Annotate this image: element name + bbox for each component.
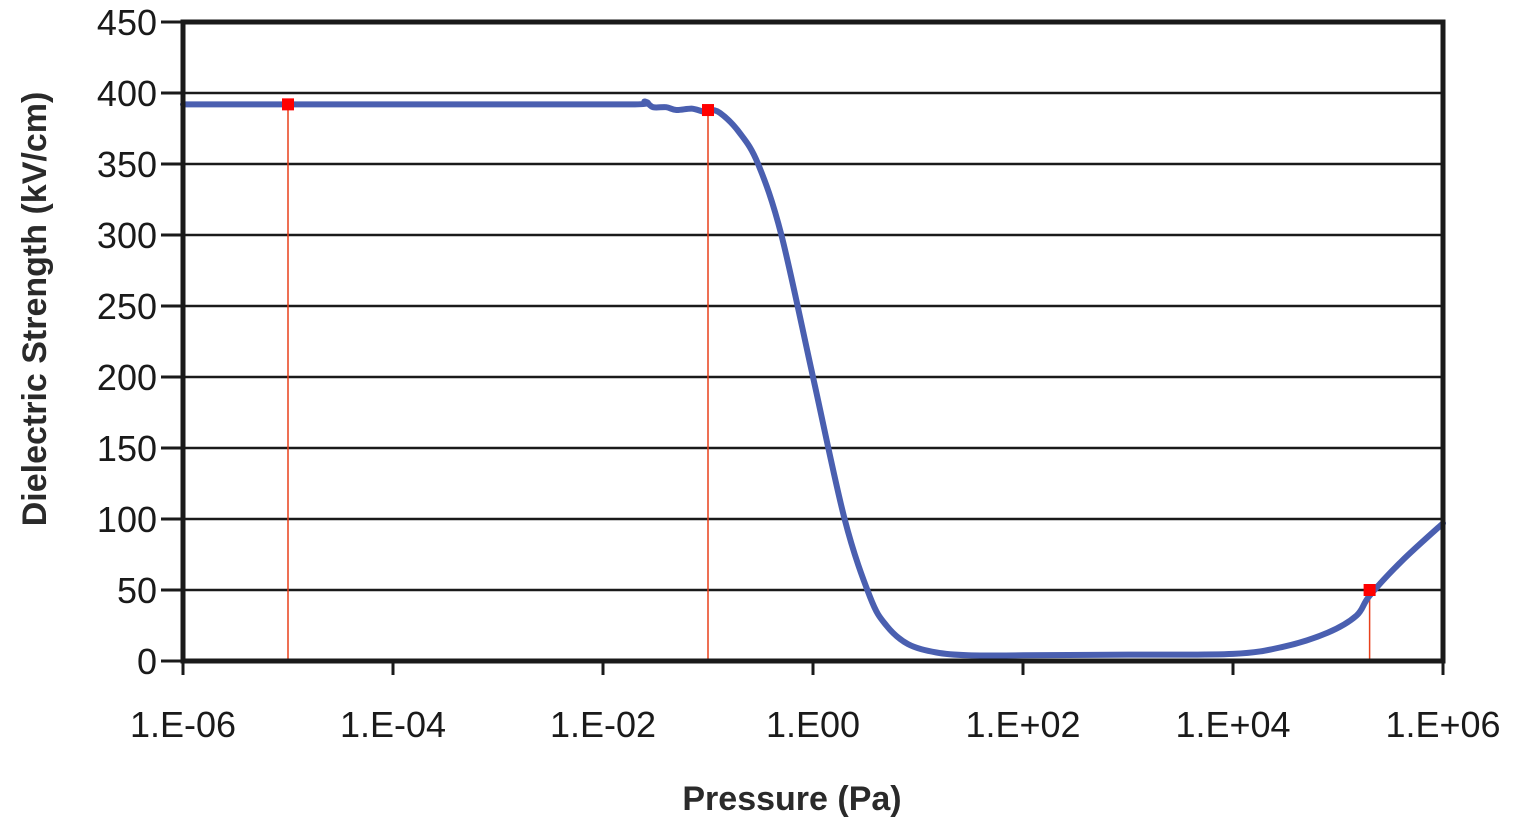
y-tick-label: 300 bbox=[97, 215, 157, 256]
x-tick-label: 1.E-02 bbox=[550, 704, 656, 745]
data-marker bbox=[702, 104, 714, 117]
y-tick-label: 450 bbox=[97, 2, 157, 43]
x-axis-title: Pressure (Pa) bbox=[682, 780, 901, 818]
y-tick-label: 350 bbox=[97, 144, 157, 185]
marker-drop-lines bbox=[287, 104, 1371, 661]
data-marker bbox=[1363, 584, 1376, 596]
y-axis-title: Dielectric Strength (kV/cm) bbox=[16, 92, 54, 527]
plot-border bbox=[180, 19, 1446, 664]
series-line bbox=[180, 98, 1446, 659]
x-tick-label: 1.E-04 bbox=[340, 704, 446, 745]
y-tick-label: 200 bbox=[97, 357, 157, 398]
data-series bbox=[180, 98, 1446, 659]
y-tick-label: 0 bbox=[137, 641, 157, 682]
data-marker bbox=[282, 98, 294, 111]
data-markers bbox=[282, 98, 1376, 596]
x-tick-label: 1.E-06 bbox=[130, 704, 236, 745]
x-tick-label: 1.E+04 bbox=[1175, 704, 1290, 745]
plot-frame bbox=[180, 19, 1446, 664]
grid-lines bbox=[183, 91, 1443, 592]
x-tick-label: 1.E+06 bbox=[1385, 704, 1500, 745]
x-tick-label: 1.E00 bbox=[766, 704, 860, 745]
y-tick-label: 50 bbox=[117, 570, 157, 611]
x-tick-label: 1.E+02 bbox=[965, 704, 1080, 745]
y-axis: 0 50 100 150 200 250 300 350 400 450 bbox=[97, 2, 183, 682]
y-tick-label: 400 bbox=[97, 73, 157, 114]
x-axis: 1.E-06 1.E-04 1.E-02 1.E00 1.E+02 1.E+04 1.E+0… bbox=[130, 661, 1501, 745]
y-tick-label: 250 bbox=[97, 286, 157, 327]
y-tick-label: 150 bbox=[97, 428, 157, 469]
y-tick-label: 100 bbox=[97, 499, 157, 540]
